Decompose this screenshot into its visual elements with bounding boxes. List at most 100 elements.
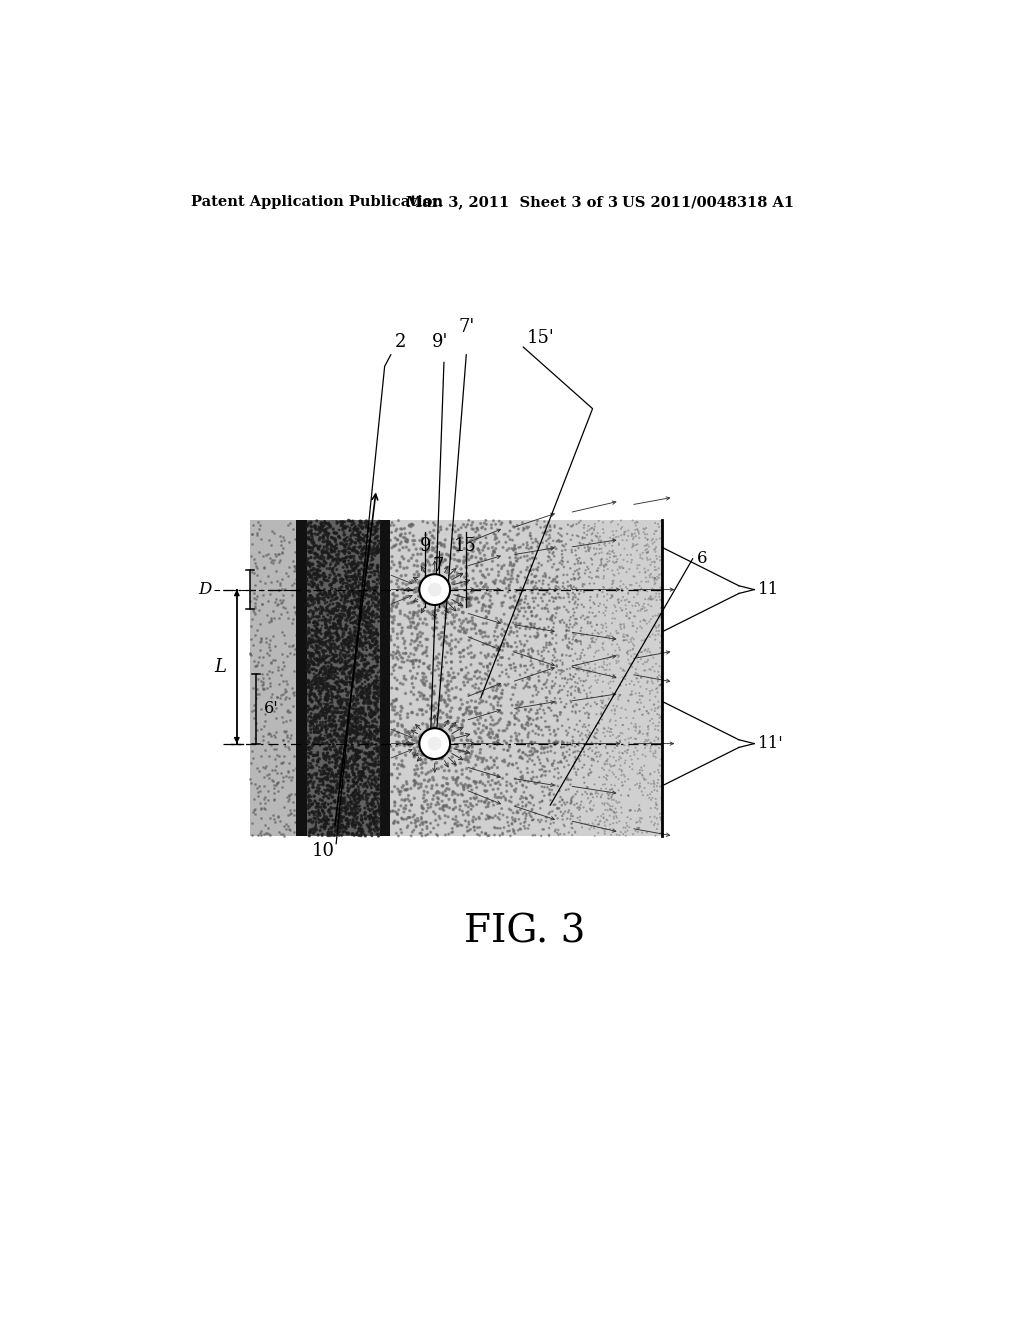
Point [367, 529, 383, 550]
Point [437, 730, 454, 751]
Point [329, 698, 345, 719]
Point [305, 645, 322, 667]
Point [306, 648, 323, 669]
Point [574, 729, 591, 750]
Point [509, 730, 525, 751]
Point [633, 812, 649, 833]
Point [486, 755, 503, 776]
Point [300, 548, 316, 569]
Point [613, 760, 630, 781]
Point [611, 675, 628, 696]
Point [639, 651, 655, 672]
Point [559, 725, 575, 746]
Point [301, 685, 317, 706]
Point [549, 531, 565, 552]
Point [476, 545, 493, 566]
Point [352, 511, 369, 532]
Point [347, 626, 364, 647]
Point [311, 631, 328, 652]
Point [400, 722, 417, 743]
Point [490, 710, 507, 731]
Point [483, 515, 500, 536]
Point [647, 719, 664, 741]
Point [311, 622, 328, 643]
Point [581, 558, 597, 579]
Point [467, 677, 483, 698]
Point [651, 586, 668, 607]
Point [305, 710, 322, 731]
Point [335, 754, 351, 775]
Point [348, 701, 365, 722]
Point [333, 809, 349, 830]
Point [469, 702, 485, 723]
Point [603, 700, 620, 721]
Point [422, 529, 438, 550]
Point [367, 797, 383, 818]
Point [602, 754, 618, 775]
Point [616, 630, 633, 651]
Point [318, 622, 335, 643]
Point [507, 708, 523, 729]
Point [501, 816, 517, 837]
Point [350, 746, 367, 767]
Point [453, 524, 469, 545]
Point [382, 515, 398, 536]
Point [541, 642, 557, 663]
Point [322, 574, 338, 595]
Point [316, 644, 333, 665]
Point [332, 690, 348, 711]
Point [353, 632, 370, 653]
Point [304, 594, 321, 615]
Point [639, 524, 655, 545]
Point [432, 808, 449, 829]
Point [350, 524, 367, 545]
Point [345, 583, 361, 605]
Point [328, 578, 344, 599]
Point [333, 603, 349, 624]
Point [281, 791, 297, 812]
Point [633, 572, 649, 593]
Point [577, 515, 593, 536]
Point [540, 742, 556, 763]
Point [307, 696, 324, 717]
Point [411, 682, 427, 704]
Point [612, 576, 629, 597]
Point [640, 541, 656, 562]
Point [317, 812, 334, 833]
Point [247, 595, 263, 616]
Point [354, 785, 371, 807]
Point [481, 595, 498, 616]
Point [628, 717, 644, 738]
Point [637, 589, 653, 610]
Point [367, 751, 383, 772]
Point [519, 545, 536, 566]
Point [312, 581, 329, 602]
Point [316, 550, 333, 572]
Point [360, 586, 377, 607]
Point [570, 512, 587, 533]
Point [356, 758, 373, 779]
Point [314, 677, 331, 698]
Point [369, 603, 385, 624]
Point [302, 541, 318, 562]
Point [322, 758, 338, 779]
Point [333, 807, 349, 828]
Point [331, 525, 347, 546]
Point [528, 715, 545, 737]
Point [479, 657, 496, 678]
Point [578, 717, 594, 738]
Point [315, 528, 332, 549]
Point [515, 517, 531, 539]
Point [637, 535, 653, 556]
Point [404, 515, 421, 536]
Point [326, 791, 342, 812]
Point [602, 718, 618, 739]
Point [385, 813, 401, 834]
Point [478, 692, 495, 713]
Point [340, 696, 356, 717]
Point [343, 581, 359, 602]
Point [461, 697, 477, 718]
Point [466, 647, 482, 668]
Point [432, 799, 449, 820]
Point [434, 632, 451, 653]
